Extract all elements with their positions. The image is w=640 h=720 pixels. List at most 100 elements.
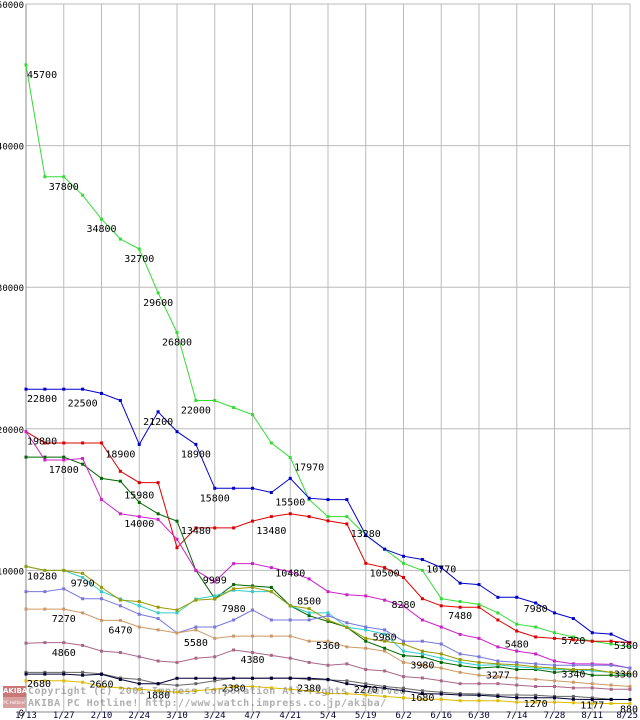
data-point [420,649,424,653]
data-point [232,587,236,591]
data-label: 5480 [505,639,529,650]
data-point [402,554,405,558]
data-point [137,515,141,519]
data-point [194,398,198,402]
data-point [515,660,519,664]
data-point [477,602,481,606]
data-point [364,682,368,686]
y-tick-label: 20000 [0,426,24,436]
data-point [62,641,66,645]
data-point [43,607,47,611]
data-labels: 45700 37800 34800 32700 29600 26800 22000 22800… [27,70,638,716]
data-point [118,479,122,483]
data-label: 1880 [146,690,170,701]
data-point [364,636,368,640]
data-point [383,685,387,689]
data-point [553,685,556,689]
data-point [232,634,236,638]
data-point [383,547,387,551]
data-label: 5720 [561,636,585,647]
data-label: 5360 [316,641,340,652]
data-point [175,690,179,694]
data-point [175,608,179,612]
data-point [100,649,103,653]
data-point [175,683,179,687]
data-point [553,663,556,667]
data-point [100,685,103,689]
data-point [156,611,160,615]
data-point [402,686,405,690]
data-point [326,663,330,667]
data-point [62,568,66,572]
y-tick-label: 10000 [0,567,24,577]
x-tick-label: 3/24 [204,711,226,720]
data-point [534,700,538,704]
data-point [81,643,85,647]
x-tick-label: 1/13 [15,711,37,720]
data-point [288,618,292,622]
data-point [496,699,500,703]
data-point [251,651,254,655]
data-point [81,462,85,466]
data-point [232,676,236,680]
data-label: 18900 [105,449,135,460]
data-point [515,693,519,697]
x-tick-label: 6/30 [468,711,490,720]
data-point [156,659,160,663]
data-label: 1680 [410,693,434,704]
data-point [515,649,519,653]
data-point [307,607,311,611]
data-point [628,702,632,706]
data-point [175,660,179,664]
data-point [496,645,500,649]
data-point [458,581,462,585]
data-point [307,676,311,680]
data-point [383,646,387,650]
data-point [477,673,481,677]
x-tick-label: 8/25 [616,711,638,720]
data-point [137,625,141,629]
data-point [137,687,141,691]
data-point [43,441,47,445]
data-label: 7480 [448,611,472,622]
data-point [553,636,556,640]
data-label: 4860 [52,648,76,659]
data-point [458,632,462,636]
data-point [326,618,330,622]
data-point [156,517,160,521]
data-point [345,625,349,629]
data-point [420,689,424,693]
data-point [477,660,481,664]
data-point [345,593,349,597]
data-point [307,496,311,500]
data-point [515,683,519,687]
data-point [571,680,575,684]
data-point [62,175,66,179]
data-point [62,455,66,459]
x-tick-label: 6/16 [430,711,452,720]
data-point [156,617,160,621]
data-point [628,672,632,676]
data-point [458,605,462,609]
data-point [553,700,556,704]
data-point [118,237,122,241]
data-point [251,486,254,490]
data-point [43,568,47,572]
data-point [175,611,179,615]
data-point [515,700,519,704]
data-point [364,533,368,537]
data-label: 18900 [181,449,211,460]
data-point [326,611,330,615]
data-point [137,481,141,485]
data-point [609,698,613,702]
data-point [100,597,103,601]
data-point [118,469,122,473]
data-point [553,611,556,615]
data-point [326,519,330,523]
data-point [590,639,594,643]
akiba-logo: AKIBA PC Hotline! [3,686,28,708]
logo-top-text: AKIBA [3,686,28,697]
data-point [269,566,273,570]
data-point [232,486,236,490]
data-point [269,491,273,495]
